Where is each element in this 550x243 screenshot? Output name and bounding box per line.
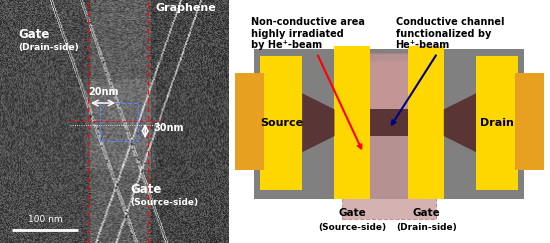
Text: (Drain-side): (Drain-side) (396, 223, 456, 232)
Bar (409, 46, 444, 199)
Text: Gate: Gate (338, 208, 366, 218)
Polygon shape (302, 93, 334, 152)
Text: Conductive channel
functionalized by
He⁺-beam: Conductive channel functionalized by He⁺… (392, 17, 504, 124)
Text: 100 nm: 100 nm (28, 215, 62, 224)
Text: Gate: Gate (18, 28, 50, 41)
Text: Source: Source (260, 118, 303, 128)
Text: 30nm: 30nm (153, 123, 184, 133)
Bar (334, 46, 370, 199)
Text: Drain: Drain (480, 118, 514, 128)
Text: Graphene: Graphene (155, 3, 216, 13)
Bar (254, 49, 524, 199)
Bar (476, 56, 518, 190)
Bar (352, 53, 426, 126)
Text: Gate: Gate (130, 183, 162, 196)
Text: (Drain-side): (Drain-side) (18, 43, 79, 52)
Text: Non-conductive area
highly irradiated
by He⁺-beam: Non-conductive area highly irradiated by… (251, 17, 365, 148)
Text: 20nm: 20nm (88, 87, 118, 97)
Polygon shape (444, 93, 476, 152)
Bar (100, 103, 138, 141)
Text: (Source-side): (Source-side) (318, 223, 386, 232)
Bar (261, 56, 302, 190)
Text: (Source-side): (Source-side) (130, 198, 198, 207)
Bar (515, 73, 543, 170)
Text: Gate: Gate (412, 208, 440, 218)
Bar (343, 61, 436, 219)
Bar (235, 73, 263, 170)
Bar (370, 109, 409, 136)
